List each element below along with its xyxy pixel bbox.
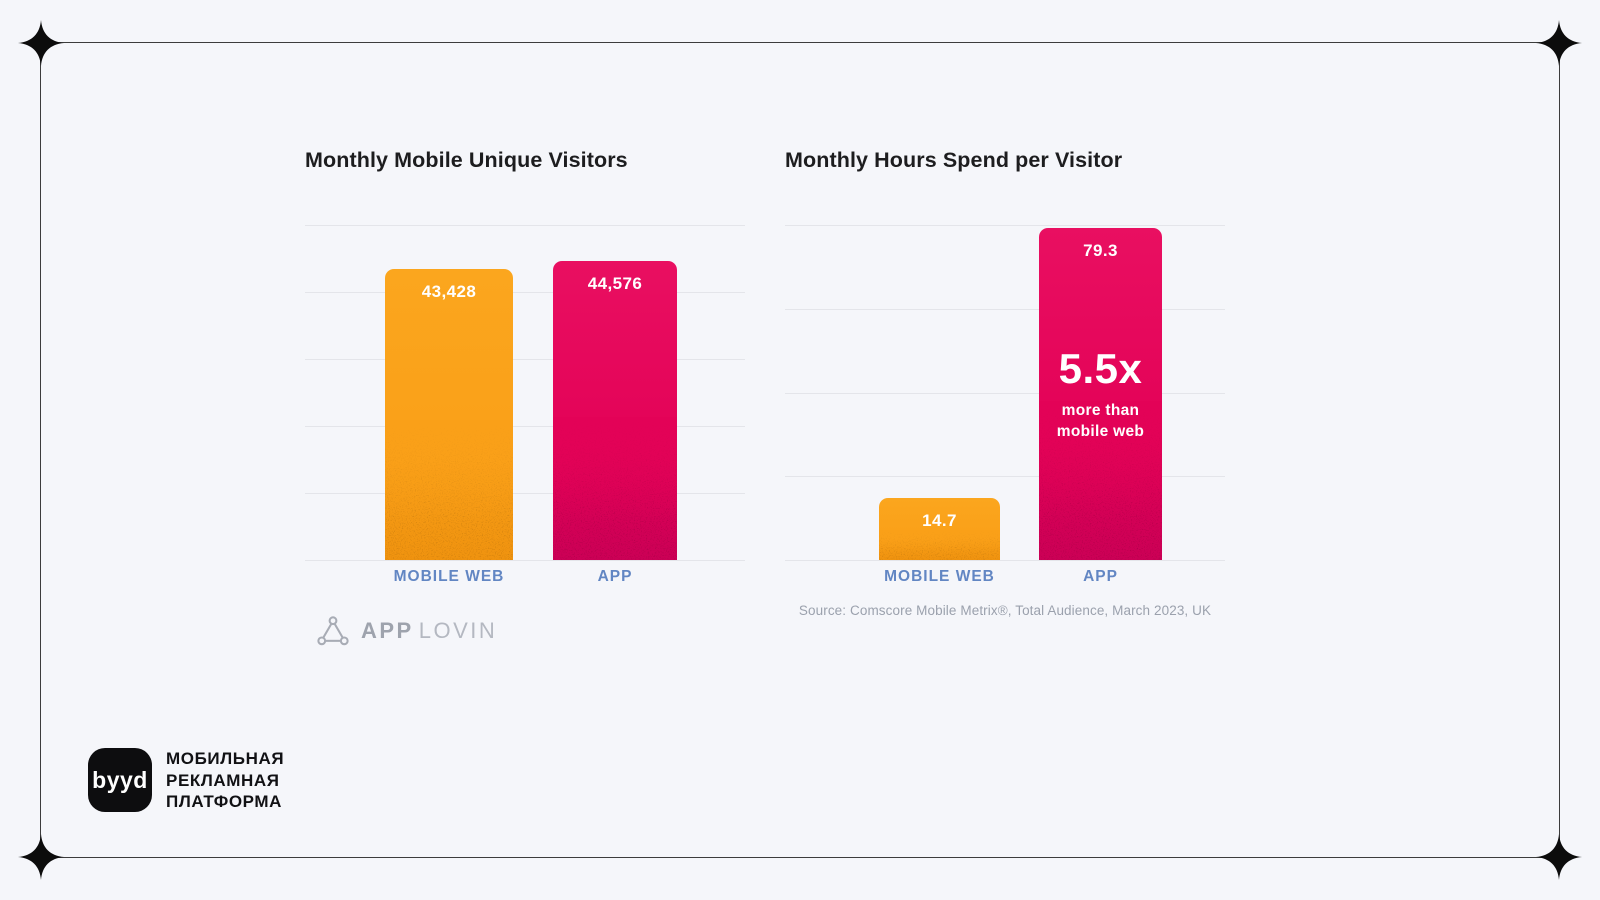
sparkle-icon [18,20,64,66]
grain-fade [553,416,677,560]
bar-mobile-web: 43,428 [385,269,513,560]
decorative-frame [18,20,1582,880]
grain-fade [879,530,1000,560]
annotation-multiplier: 5.5x more than mobile web [1039,228,1162,560]
category-label-mobile-web: MOBILE WEB [884,568,995,585]
bar-app: 44,576 [553,261,677,560]
bar-mobile-web: 14.7 [879,498,1000,560]
grain-fade [385,420,513,560]
applovin-triangle-icon [317,616,349,646]
chart-hours-per-visitor: Monthly Hours Spend per Visitor 14.7 79.… [785,147,1225,618]
byyd-tagline-line: МОБИЛЬНАЯ [166,749,285,768]
byyd-tagline: МОБИЛЬНАЯ РЕКЛАМНАЯ ПЛАТФОРМА [166,748,284,813]
byyd-wordmark: byyd [92,766,148,793]
gridline [785,308,1225,310]
plot-area: 43,428 44,576 [305,225,745,561]
sparkle-icon [1536,834,1582,880]
gridline [305,292,745,293]
byyd-tagline-line: РЕКЛАМНАЯ [166,770,280,790]
category-label-mobile-web: MOBILE WEB [393,568,505,585]
gridline [785,225,1225,226]
gridline [785,560,1225,561]
gridline [305,225,745,226]
annotation-text-line: mobile web [1056,423,1145,441]
gridline [305,359,745,360]
applovin-wordmark-app: APP [361,618,414,643]
chart-title: Monthly Hours Spend per Visitor [785,148,1123,172]
gridline [305,493,745,494]
bar-value-label: 14.7 [922,511,957,531]
gridline [785,476,1225,478]
bar-value-label: 79.3 [1083,240,1118,260]
byyd-logo-mark: byyd [88,748,152,813]
gridline [785,392,1225,394]
chart-monthly-unique-visitors: Monthly Mobile Unique Visitors 43,428 44… [305,147,745,646]
category-label-app: APP [1083,568,1118,585]
chart-title: Monthly Mobile Unique Visitors [305,148,628,172]
sparkle-icon [18,834,64,880]
sparkle-icon [1536,20,1582,66]
source-note: Source: Comscore Mobile Metrix®, Total A… [798,603,1212,618]
applovin-logo: APP LOVIN [317,614,497,648]
gridline [305,560,745,561]
bar-value-label: 44,576 [587,274,643,294]
byyd-tagline-line: ПЛАТФОРМА [166,792,282,811]
gridline [305,426,745,427]
category-labels: MOBILE WEB APP [305,568,745,590]
category-labels: MOBILE WEB APP [785,568,1225,590]
annotation-headline: 5.5x [1058,345,1143,393]
applovin-wordmark-lovin: LOVIN [418,618,498,643]
byyd-logo: byyd МОБИЛЬНАЯ РЕКЛАМНАЯ ПЛАТФОРМА [88,748,284,813]
bar-app: 79.3 5.5x more than mobile web [1039,227,1162,560]
category-label-app: APP [597,568,633,585]
annotation-text-line: more than [1061,402,1140,420]
plot-area: 14.7 79.3 5.5x more than mobile web [785,225,1225,561]
grain-fade [1039,400,1162,560]
bar-value-label: 43,428 [421,282,477,302]
